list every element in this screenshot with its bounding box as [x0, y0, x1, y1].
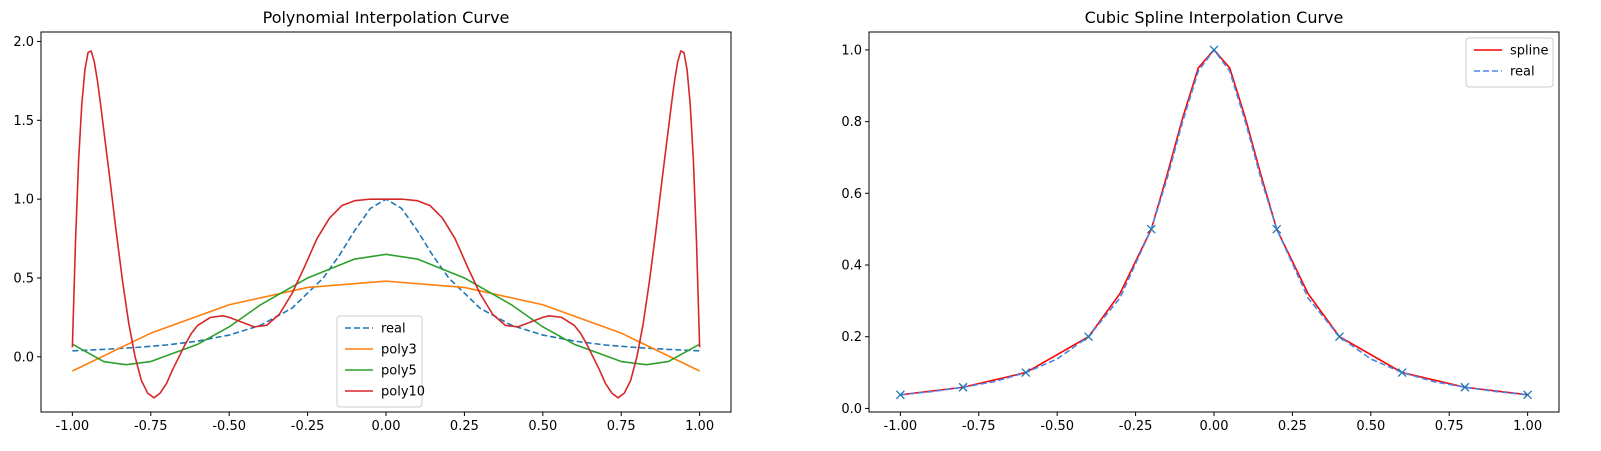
polynomial-chart: Polynomial Interpolation Curve -1.00 -0.75…: [13, 8, 732, 434]
x-tick-label: -0.75: [962, 419, 996, 434]
data-point-marker: [1523, 390, 1533, 400]
y-tick-label: 0.6: [841, 187, 862, 202]
x-tick-label: 0.25: [450, 419, 479, 434]
x-tick-label: 0.50: [1356, 419, 1385, 434]
y-tick-label: 0.4: [841, 259, 862, 274]
plot-frame: [40, 31, 732, 413]
data-point-marker: [1460, 382, 1470, 392]
y-tick-label: 2.0: [13, 35, 34, 50]
y-tick-label: 0.2: [841, 330, 862, 345]
y-tick-label: 1.0: [841, 43, 862, 58]
data-point-marker: [1397, 368, 1407, 378]
x-tick-label: -0.25: [1119, 419, 1153, 434]
legend-box: [336, 315, 423, 408]
data-point-marker: [958, 382, 968, 392]
y-tick-label: 0.0: [841, 402, 862, 417]
x-tick-label: -1.00: [884, 419, 918, 434]
x-tick-label: 0.75: [1435, 419, 1464, 434]
data-point-marker: [895, 390, 905, 400]
x-tick-label: 0.00: [1200, 419, 1229, 434]
y-tick-label: 0.8: [841, 115, 862, 130]
series-line-poly10: [71, 50, 701, 399]
x-tick-label: 0.25: [1278, 419, 1307, 434]
data-point-marker: [1146, 224, 1156, 234]
chart-title: Polynomial Interpolation Curve: [263, 8, 510, 27]
series-line-poly5: [71, 253, 701, 366]
x-tick-label: 1.00: [1513, 419, 1542, 434]
x-tick-label: 0.00: [372, 419, 401, 434]
plot-frame: [868, 31, 1560, 413]
x-tick-label: -0.75: [134, 419, 168, 434]
legend-label: real: [1510, 65, 1535, 80]
x-tick-label: 0.50: [528, 419, 557, 434]
y-tick-label: 0.5: [13, 271, 34, 286]
spline-chart: Cubic Spline Interpolation Curve -1.00 -0.…: [841, 8, 1560, 434]
y-tick-label: 0.0: [13, 350, 34, 365]
legend-label: poly5: [381, 364, 417, 379]
x-tick-label: -0.50: [212, 419, 246, 434]
x-tick-label: 1.00: [685, 419, 714, 434]
y-tick-label: 1.0: [13, 193, 34, 208]
x-tick-label: 0.75: [607, 419, 636, 434]
data-point-marker: [1334, 332, 1344, 342]
data-point-marker: [1084, 332, 1094, 342]
x-tick-label: -1.00: [56, 419, 90, 434]
chart-title: Cubic Spline Interpolation Curve: [1085, 8, 1344, 27]
legend-label: poly3: [381, 343, 417, 358]
series-line-poly3: [72, 280, 700, 372]
legend-label: spline: [1510, 44, 1549, 59]
legend: real poly3 poly5 poly10: [336, 315, 425, 408]
legend: spline real: [1465, 37, 1554, 88]
x-tick-label: -0.50: [1040, 419, 1074, 434]
data-point-marker: [1021, 368, 1031, 378]
data-point-marker: [1209, 45, 1219, 55]
data-point-marker: [1272, 224, 1282, 234]
legend-label: poly10: [381, 385, 425, 400]
x-tick-label: -0.25: [291, 419, 325, 434]
y-tick-label: 1.5: [13, 114, 34, 129]
legend-label: real: [381, 322, 406, 337]
